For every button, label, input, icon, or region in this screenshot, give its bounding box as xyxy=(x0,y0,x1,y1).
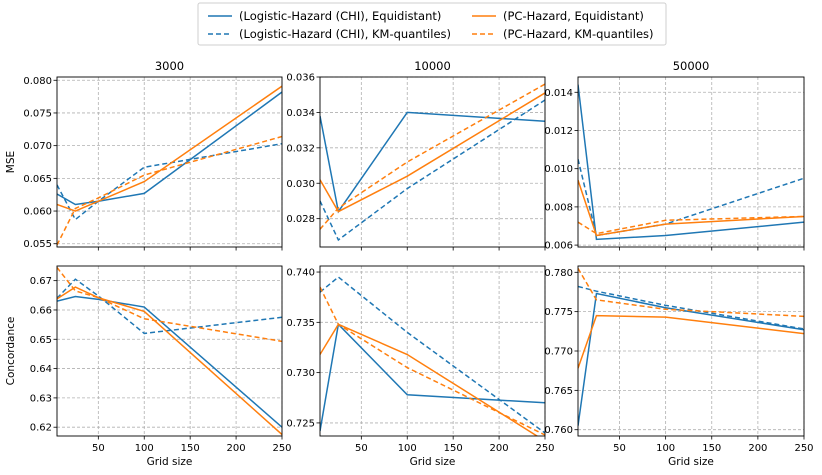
axes-frame xyxy=(319,76,546,248)
x-tick-label: 200 xyxy=(748,443,767,454)
y-tick-label: 0.036 xyxy=(286,73,315,84)
x-tick-label: 250 xyxy=(794,443,813,454)
x-tick-label: 100 xyxy=(398,443,417,454)
legend-label: (Logistic-Hazard (CHI), Equidistant) xyxy=(239,9,441,23)
x-tick-label: 150 xyxy=(181,443,200,454)
y-tick-label: 0.075 xyxy=(23,108,52,119)
panels: 0.0550.0600.0650.0700.0750.0803000MSE0.0… xyxy=(5,59,814,468)
y-axis-label: Concordance xyxy=(5,317,17,386)
series-line xyxy=(320,99,545,242)
panel-title: 10000 xyxy=(414,59,451,73)
series-line xyxy=(57,286,282,436)
y-tick-label: 0.770 xyxy=(544,347,573,358)
series-line xyxy=(320,323,539,436)
y-tick-label: 0.010 xyxy=(544,164,573,175)
axes-frame xyxy=(56,265,283,437)
panel-title: 3000 xyxy=(155,59,184,73)
axes-frame xyxy=(577,76,805,248)
x-tick-label: 100 xyxy=(135,443,154,454)
series-line xyxy=(320,92,545,213)
x-tick-label: 50 xyxy=(355,443,368,454)
x-tick-label: 250 xyxy=(272,443,291,454)
x-tick-label: 50 xyxy=(92,443,105,454)
series-line xyxy=(57,135,282,246)
axes-frame xyxy=(319,265,546,437)
series-line xyxy=(578,267,804,318)
y-tick-label: 0.775 xyxy=(544,307,573,318)
series-line xyxy=(320,111,545,214)
y-tick-label: 0.780 xyxy=(544,268,573,279)
series-line xyxy=(320,276,545,434)
series-line xyxy=(57,278,282,335)
legend-label: (PC-Hazard, KM-quantiles) xyxy=(503,27,654,41)
series-line xyxy=(578,215,804,235)
y-tick-label: 0.060 xyxy=(23,207,52,218)
y-tick-label: 0.028 xyxy=(286,214,315,225)
x-tick-label: 150 xyxy=(444,443,463,454)
y-tick-label: 0.032 xyxy=(286,143,315,154)
series-line xyxy=(578,84,804,241)
series-line xyxy=(578,292,804,426)
series-line xyxy=(57,85,282,212)
series-line xyxy=(57,295,282,428)
series-line xyxy=(578,285,804,330)
chart-panel: 50 100 150 200 250 0.725 0.730 0.735 0.740 Grid s… xyxy=(286,265,555,468)
y-tick-label: 0.730 xyxy=(286,368,315,379)
series-line xyxy=(578,179,804,237)
chart-panel: 0.006 0.008 0.010 0.012 0.014 50000 xyxy=(544,59,805,252)
y-tick-label: 0.008 xyxy=(544,202,573,213)
series-line xyxy=(57,142,282,221)
y-tick-label: 0.760 xyxy=(544,425,573,436)
y-axis-label: MSE xyxy=(5,151,17,173)
series-line xyxy=(320,322,545,432)
y-tick-label: 0.080 xyxy=(23,76,52,87)
legend: (Logistic-Hazard (CHI), Equidistant) (Log… xyxy=(197,2,667,46)
chart-panel: 50 100 150 200 250 0.760 0.765 0.770 0.775 0.780 G… xyxy=(544,265,814,468)
panel-title: 50000 xyxy=(673,59,710,73)
y-tick-label: 0.67 xyxy=(30,276,52,287)
chart-panel: 0.028 0.030 0.032 0.034 0.036 10000 xyxy=(286,59,546,251)
y-tick-label: 0.63 xyxy=(30,393,52,404)
series-line xyxy=(320,286,545,436)
series-line xyxy=(320,83,545,230)
y-tick-label: 0.64 xyxy=(30,364,52,375)
y-tick-label: 0.740 xyxy=(286,268,315,279)
y-tick-label: 0.034 xyxy=(286,108,315,119)
x-axis-label: Grid size xyxy=(147,456,193,468)
x-tick-label: 250 xyxy=(535,443,554,454)
legend-frame xyxy=(197,2,667,46)
y-tick-label: 0.65 xyxy=(30,335,52,346)
x-axis-label: Grid size xyxy=(668,456,714,468)
y-tick-label: 0.014 xyxy=(544,88,573,99)
y-tick-label: 0.735 xyxy=(286,318,315,329)
x-tick-label: 50 xyxy=(613,443,626,454)
y-tick-label: 0.765 xyxy=(544,386,573,397)
y-tick-label: 0.66 xyxy=(30,305,52,316)
y-tick-label: 0.070 xyxy=(23,141,52,152)
chart-panel: 0.055 0.060 0.065 0.070 0.075 0.080 3000 MSE xyxy=(5,59,283,251)
x-tick-label: 150 xyxy=(702,443,721,454)
legend-label: (PC-Hazard, Equidistant) xyxy=(503,9,644,23)
x-tick-label: 200 xyxy=(490,443,509,454)
y-tick-label: 0.006 xyxy=(544,241,573,252)
series-line xyxy=(578,314,804,369)
y-tick-label: 0.62 xyxy=(30,423,52,434)
x-tick-label: 200 xyxy=(227,443,246,454)
x-tick-label: 100 xyxy=(656,443,675,454)
legend-label: (Logistic-Hazard (CHI), KM-quantiles) xyxy=(239,27,451,41)
x-axis-label: Grid size xyxy=(410,456,456,468)
chart-panel: 50 100 150 200 250 0.62 0.63 0.64 0.65 0.66 0.67 Gr… xyxy=(5,265,292,468)
series-line xyxy=(57,267,282,343)
y-tick-label: 0.012 xyxy=(544,126,573,137)
axes-frame xyxy=(56,76,283,248)
y-tick-label: 0.725 xyxy=(286,418,315,429)
y-tick-label: 0.030 xyxy=(286,179,315,190)
y-tick-label: 0.065 xyxy=(23,174,52,185)
y-tick-label: 0.055 xyxy=(23,239,52,250)
series-line xyxy=(578,158,804,237)
